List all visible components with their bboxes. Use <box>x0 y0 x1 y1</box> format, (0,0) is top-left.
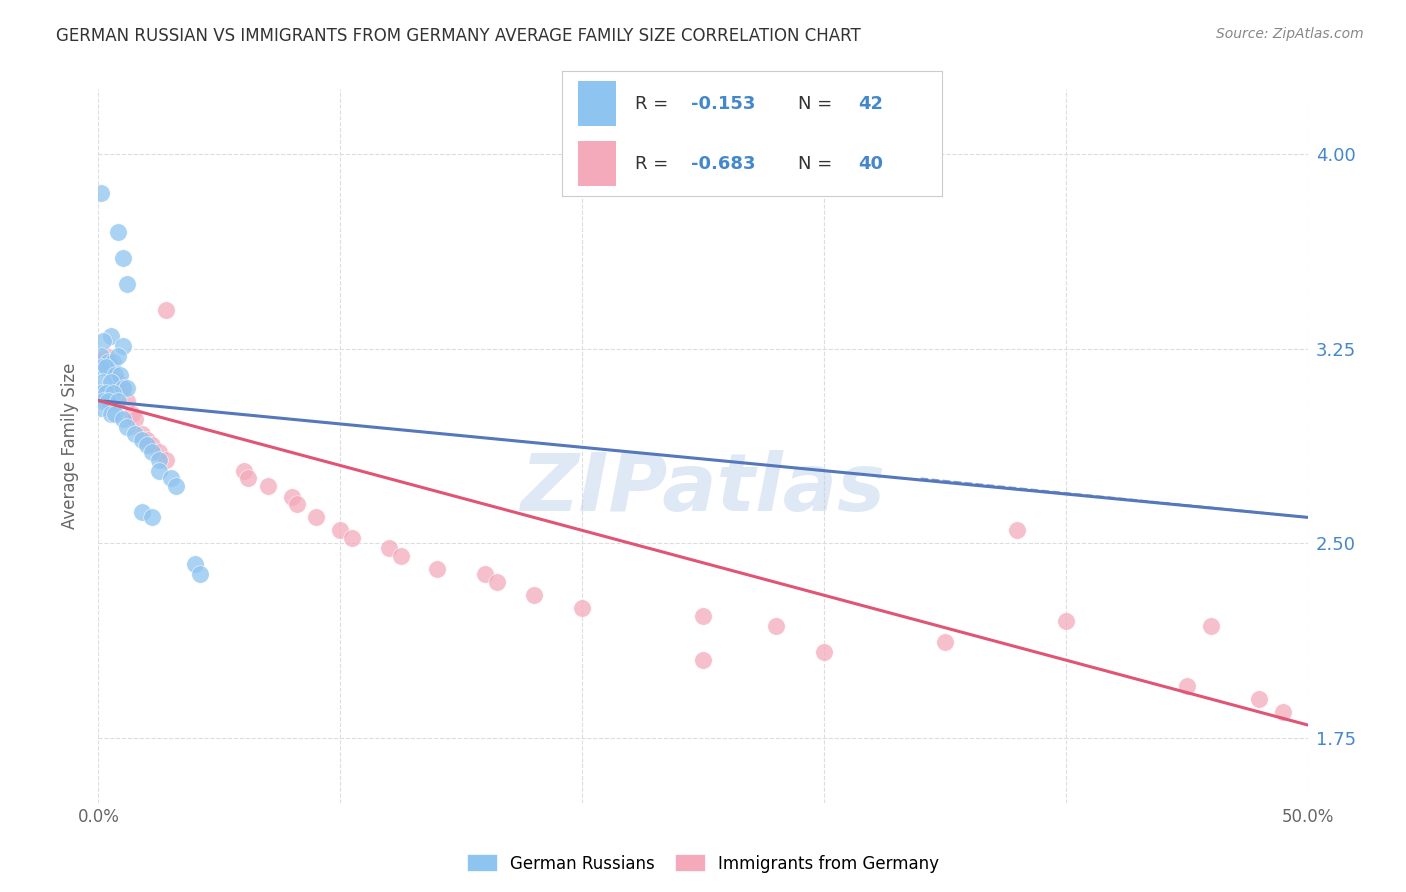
Point <box>91 376 114 390</box>
Point <box>692 653 714 667</box>
Point <box>111 339 134 353</box>
Point <box>117 419 139 434</box>
Point <box>94 350 117 364</box>
Point <box>160 471 183 485</box>
Text: -0.683: -0.683 <box>692 155 756 173</box>
Point <box>1272 705 1295 719</box>
Point <box>111 381 134 395</box>
Point <box>1007 524 1029 538</box>
Point <box>389 549 412 564</box>
Point <box>100 328 122 343</box>
Point <box>117 277 139 291</box>
Point <box>571 601 593 615</box>
Text: GERMAN RUSSIAN VS IMMIGRANTS FROM GERMANY AVERAGE FAMILY SIZE CORRELATION CHART: GERMAN RUSSIAN VS IMMIGRANTS FROM GERMAN… <box>56 27 860 45</box>
Text: N =: N = <box>797 155 838 173</box>
Point <box>281 490 304 504</box>
Point <box>131 433 153 447</box>
Point <box>101 354 124 368</box>
Point <box>111 251 134 265</box>
Point <box>377 541 399 556</box>
Point <box>100 376 122 390</box>
Point <box>1249 692 1271 706</box>
Point <box>90 354 112 368</box>
Text: R =: R = <box>634 155 673 173</box>
Point <box>94 359 117 374</box>
FancyBboxPatch shape <box>578 141 616 186</box>
Point <box>692 609 714 624</box>
Point <box>107 376 129 390</box>
Point <box>426 562 449 576</box>
Text: N =: N = <box>797 95 838 112</box>
Point <box>100 359 122 374</box>
Point <box>124 411 146 425</box>
Point <box>1175 679 1198 693</box>
Point <box>285 497 308 511</box>
Point <box>1054 614 1077 628</box>
Point <box>104 407 127 421</box>
FancyBboxPatch shape <box>578 81 616 127</box>
Text: Source: ZipAtlas.com: Source: ZipAtlas.com <box>1216 27 1364 41</box>
Point <box>188 567 211 582</box>
Point <box>91 393 114 408</box>
Point <box>342 531 364 545</box>
Point <box>90 186 112 200</box>
Point <box>131 427 153 442</box>
Point <box>474 567 496 582</box>
Text: 42: 42 <box>859 95 883 112</box>
Point <box>238 471 260 485</box>
Point <box>90 401 112 416</box>
Point <box>135 433 157 447</box>
Y-axis label: Average Family Size: Average Family Size <box>60 363 79 529</box>
Point <box>135 438 157 452</box>
Point <box>305 510 328 524</box>
Text: R =: R = <box>634 95 673 112</box>
Point <box>101 385 124 400</box>
Point <box>155 453 177 467</box>
Point <box>141 445 163 459</box>
Point <box>108 368 131 382</box>
Point <box>91 334 114 348</box>
Point <box>141 438 163 452</box>
Point <box>523 588 546 602</box>
Point <box>232 464 254 478</box>
Point <box>111 381 134 395</box>
Point <box>97 354 120 368</box>
Point <box>1199 619 1222 633</box>
Point <box>111 411 134 425</box>
Point <box>329 524 352 538</box>
Text: ZIPatlas: ZIPatlas <box>520 450 886 528</box>
Point <box>165 479 187 493</box>
Point <box>148 445 170 459</box>
Point <box>97 393 120 408</box>
Text: -0.153: -0.153 <box>692 95 756 112</box>
Point <box>131 505 153 519</box>
Point <box>934 635 956 649</box>
Point <box>107 393 129 408</box>
Text: 40: 40 <box>859 155 883 173</box>
Point <box>184 557 207 571</box>
Point <box>813 645 835 659</box>
Point <box>90 385 112 400</box>
Point <box>107 225 129 239</box>
Point <box>90 359 112 374</box>
Point <box>90 350 112 364</box>
Point <box>141 510 163 524</box>
Point <box>155 302 177 317</box>
Point <box>117 393 139 408</box>
Point <box>486 575 509 590</box>
Point <box>124 427 146 442</box>
Point <box>107 350 129 364</box>
Point <box>100 407 122 421</box>
Point <box>148 464 170 478</box>
Point <box>104 368 127 382</box>
Point <box>765 619 787 633</box>
Point <box>148 453 170 467</box>
Point <box>121 407 143 421</box>
Point <box>94 385 117 400</box>
Legend: German Russians, Immigrants from Germany: German Russians, Immigrants from Germany <box>460 847 946 880</box>
Point <box>256 479 278 493</box>
Point <box>117 381 139 395</box>
